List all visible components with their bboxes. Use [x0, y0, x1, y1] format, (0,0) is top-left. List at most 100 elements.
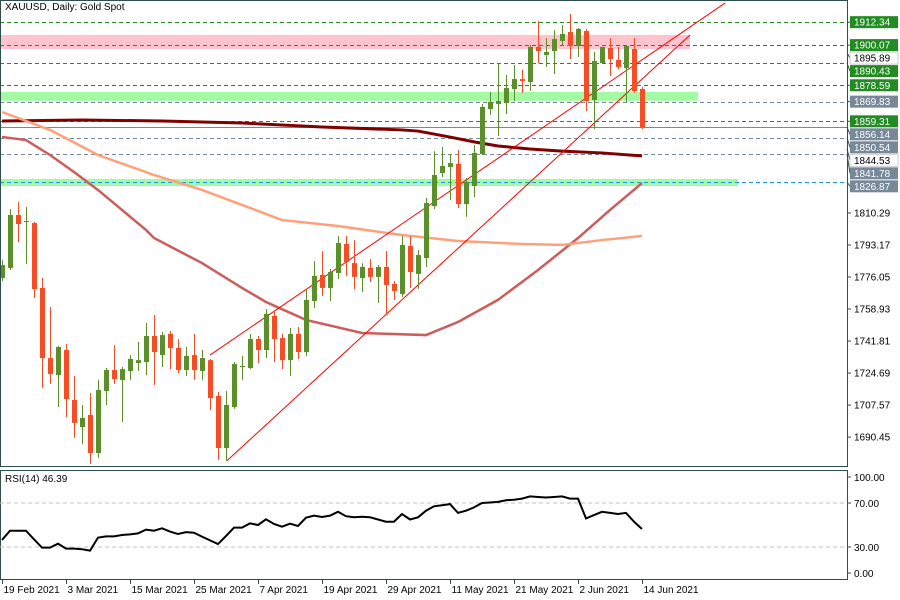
rsi-title: RSI(14) 46.39	[5, 474, 68, 485]
price-label: 1878.59	[854, 81, 891, 92]
main-panel-frame	[0, 0, 848, 467]
moving-average-line	[1, 110, 643, 247]
price-label-connector	[846, 127, 851, 135]
price-label: 1869.83	[854, 97, 891, 108]
bull-candle	[400, 244, 405, 294]
bull-candle	[544, 51, 549, 55]
bear-candle	[616, 60, 621, 67]
price-axis-label: 1707.57	[854, 401, 891, 412]
bear-candle	[256, 338, 261, 351]
bull-candle	[600, 46, 605, 63]
bull-candle	[24, 220, 29, 222]
bear-candle	[344, 243, 349, 262]
price-label-box	[850, 65, 898, 78]
date-axis-label: 7 Apr 2021	[260, 585, 309, 596]
price-label-box	[850, 141, 898, 154]
price-label: 1895.89	[854, 54, 891, 65]
bull-candle	[472, 152, 477, 187]
bull-candle	[128, 358, 133, 371]
bull-candle	[552, 39, 557, 52]
bear-candle	[608, 48, 613, 60]
bull-candle	[440, 166, 445, 173]
date-axis-label: 3 Mar 2021	[68, 585, 119, 596]
date-axis-label: 15 Mar 2021	[132, 585, 189, 596]
price-label-box	[850, 128, 898, 141]
bull-candle	[576, 28, 581, 46]
price-label-connector	[846, 137, 851, 148]
bull-candle	[504, 88, 509, 104]
date-axis-label: 25 Mar 2021	[196, 585, 253, 596]
bear-candle	[32, 223, 37, 290]
bull-candle	[240, 365, 245, 368]
bull-candle	[248, 338, 253, 368]
bull-candle	[312, 275, 317, 302]
bull-candle	[592, 60, 597, 101]
bear-candle	[280, 338, 285, 361]
price-label-box	[850, 95, 898, 108]
bull-candle	[184, 356, 189, 371]
moving-average-line	[1, 118, 643, 158]
rsi-panel-frame	[0, 470, 848, 580]
bear-candle	[152, 335, 157, 353]
bull-candle	[288, 333, 293, 361]
bull-candle	[560, 34, 565, 41]
bear-candle	[408, 246, 413, 273]
bull-candle	[56, 347, 61, 376]
bull-candle	[416, 255, 421, 274]
date-axis-label: 19 Feb 2021	[4, 585, 61, 596]
bull-candle	[96, 390, 101, 454]
price-axis-label: 1724.69	[854, 369, 891, 380]
bull-candle	[80, 417, 85, 428]
rsi-axis-label: 70.00	[854, 499, 879, 510]
bear-candle	[112, 370, 117, 380]
bull-candle	[376, 266, 381, 277]
bull-candle	[328, 272, 333, 288]
price-label: 1900.07	[854, 41, 891, 52]
rsi-axis-label: 100.00	[854, 473, 885, 484]
price-label-box	[850, 16, 898, 29]
price-label-box	[849, 153, 899, 167]
price-label-box	[850, 115, 898, 128]
bear-candle	[520, 79, 525, 81]
bull-candle	[424, 203, 429, 259]
price-label: 1826.87	[854, 182, 891, 193]
bull-candle	[0, 264, 5, 279]
bear-candle	[48, 358, 53, 374]
price-axis-label: 1793.17	[854, 240, 891, 251]
bear-candle	[296, 333, 301, 353]
price-zone	[0, 91, 698, 101]
bear-candle	[632, 48, 637, 92]
bull-candle	[160, 335, 165, 356]
bear-candle	[352, 263, 357, 277]
date-axis-label: 19 Apr 2021	[324, 585, 378, 596]
bull-candle	[200, 358, 205, 371]
bull-candle	[624, 45, 629, 69]
bear-candle	[16, 215, 21, 224]
bear-candle	[72, 399, 77, 423]
price-label-box	[850, 79, 898, 92]
bear-candle	[368, 267, 373, 277]
price-label: 1844.53	[854, 156, 891, 167]
bear-candle	[192, 355, 197, 371]
bear-candle	[208, 360, 213, 399]
bull-candle	[512, 79, 517, 89]
date-axis-label: 14 Jun 2021	[644, 585, 699, 596]
bull-candle	[120, 369, 125, 380]
bull-candle	[488, 101, 493, 109]
price-label: 1890.43	[854, 67, 891, 78]
bear-candle	[640, 88, 645, 128]
rsi-axis-label: 30.00	[854, 543, 879, 554]
bear-candle	[176, 347, 181, 371]
price-axis-label: 1758.93	[854, 305, 891, 316]
trend-channel-line	[209, 2, 726, 356]
moving-average-line	[1, 135, 643, 337]
rsi-axis-label: 0.00	[854, 569, 874, 580]
bull-candle	[104, 370, 109, 391]
bear-candle	[536, 46, 541, 52]
date-axis-label: 11 May 2021	[452, 585, 510, 596]
bull-candle	[224, 404, 229, 448]
bull-candle	[528, 46, 533, 83]
bear-candle	[88, 414, 93, 454]
bull-candle	[8, 215, 13, 268]
